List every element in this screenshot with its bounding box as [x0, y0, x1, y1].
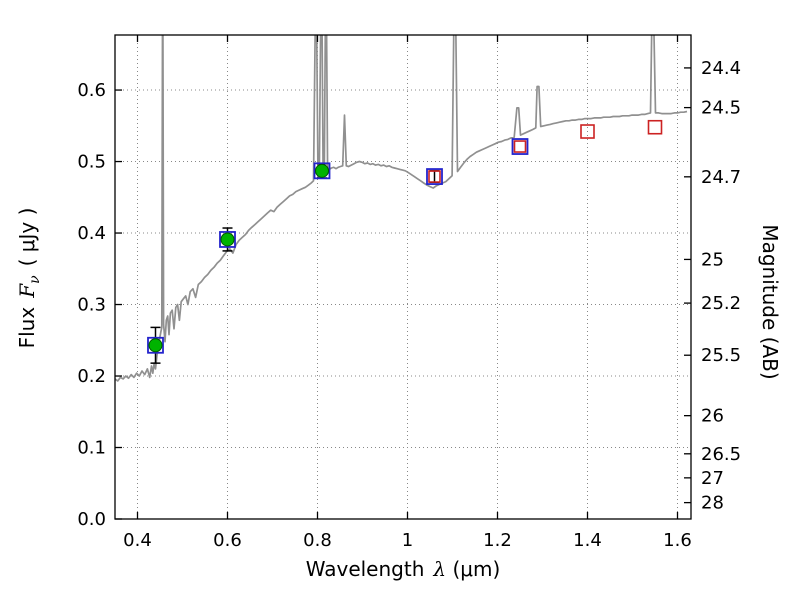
flux-subscript-nu: ν	[27, 275, 43, 284]
model-red-square	[428, 170, 441, 183]
flux-symbol: F	[15, 283, 39, 298]
observed-photometry-point	[148, 338, 163, 353]
axes-frame	[114, 34, 692, 520]
x-axis-label-text: Wavelength	[305, 557, 425, 581]
x-tick-label: 0.8	[303, 530, 332, 551]
flux-tick-label: 0.0	[77, 509, 106, 530]
magnitude-tick-label: 27	[701, 468, 724, 489]
y-axis-label-left: Flux Fν ( μJy )	[15, 208, 43, 349]
lambda-symbol: λ	[433, 557, 447, 581]
model-spectrum-line	[115, 35, 688, 382]
model-blue-square	[511, 138, 529, 155]
flux-tick-label: 0.5	[77, 152, 106, 173]
x-axis-label: Wavelength λ (μm)	[103, 557, 703, 581]
model-red-square	[580, 124, 595, 139]
flux-tick-label: 0.4	[77, 223, 106, 244]
x-tick-label: 0.6	[213, 530, 242, 551]
magnitude-tick-label: 26.5	[701, 444, 741, 465]
magnitude-tick-label: 25	[701, 249, 724, 270]
flux-label-text: Flux	[15, 306, 39, 349]
model-blue-square	[313, 162, 331, 180]
x-tick-label: 1.2	[483, 530, 512, 551]
model-blue-square	[147, 336, 164, 354]
flux-tick-label: 0.1	[77, 438, 106, 459]
magnitude-tick-label: 26	[701, 406, 724, 427]
x-tick-label: 1.6	[663, 530, 692, 551]
model-blue-square	[426, 168, 443, 185]
magnitude-tick-label: 24.5	[701, 98, 741, 119]
model-blue-square	[219, 231, 236, 248]
flux-units: ( μJy )	[15, 207, 39, 267]
magnitude-tick-label: 28	[701, 493, 724, 514]
x-tick-label: 1	[402, 530, 413, 551]
flux-tick-label: 0.3	[77, 295, 106, 316]
y-axis-label-right: Magnitude (AB)	[758, 224, 782, 380]
model-red-square	[647, 119, 663, 135]
flux-tick-label: 0.6	[77, 80, 106, 101]
magnitude-tick-label: 25.5	[701, 345, 741, 366]
magnitude-tick-label: 25.2	[701, 293, 741, 314]
magnitude-tick-label: 24.4	[701, 58, 741, 79]
observed-photometry-point	[220, 232, 235, 247]
observed-photometry-point	[315, 163, 329, 178]
magnitude-tick-label: 24.7	[701, 167, 741, 188]
x-axis-units: (μm)	[452, 557, 501, 581]
x-tick-label: 0.4	[123, 530, 152, 551]
x-tick-label: 1.4	[573, 530, 602, 551]
flux-tick-label: 0.2	[77, 366, 106, 387]
model-red-square	[513, 140, 527, 153]
